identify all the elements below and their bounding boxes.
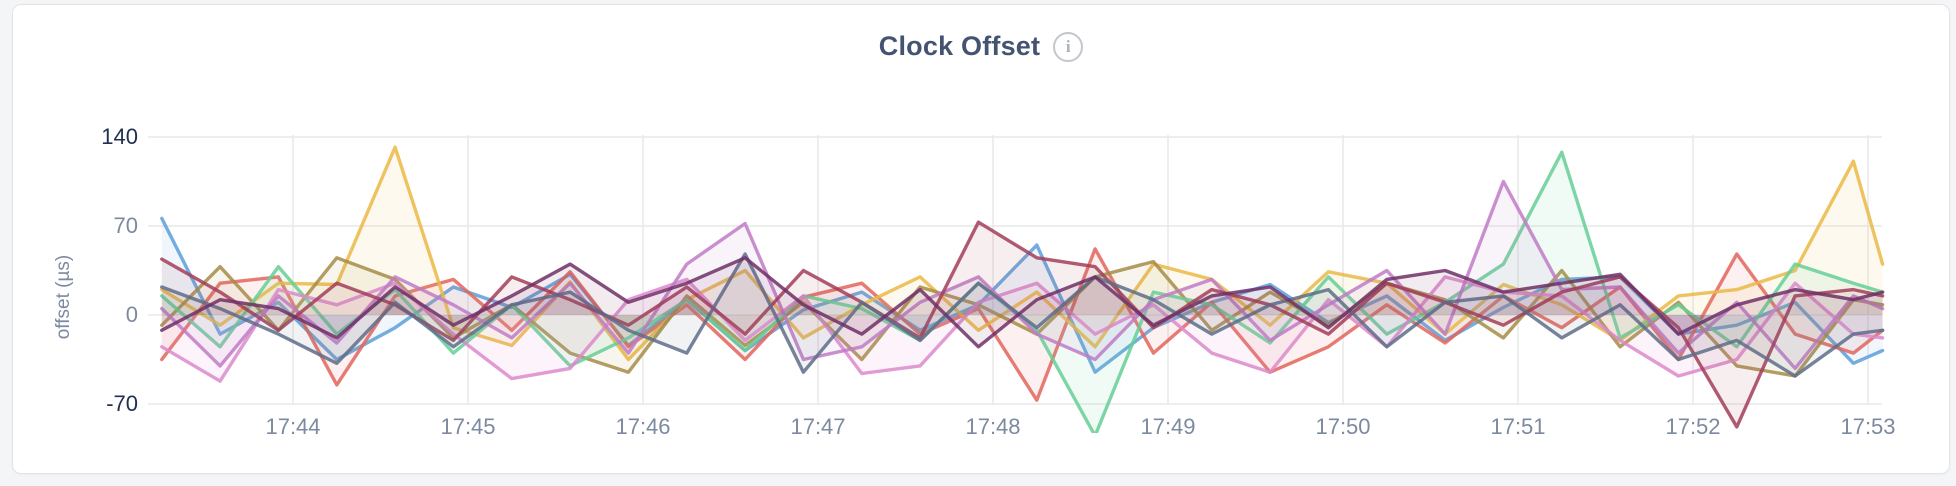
y-axis-title: offset (µs) xyxy=(53,254,74,340)
chart-title: Clock Offset xyxy=(878,31,1041,61)
chart-plot-area[interactable] xyxy=(146,96,1890,433)
info-icon[interactable]: i xyxy=(1053,31,1084,62)
chart-header: Clock Offset i xyxy=(13,31,1949,62)
